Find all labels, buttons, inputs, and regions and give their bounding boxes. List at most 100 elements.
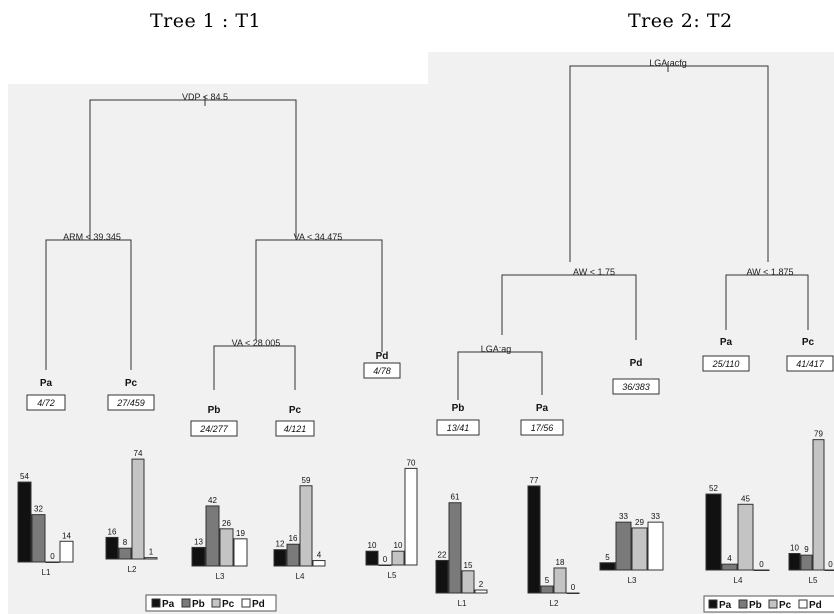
tree2-l3-bar-pc (631, 527, 648, 571)
tree1-left-branch (45, 239, 132, 370)
tree2-l2-label: L2 (550, 599, 559, 608)
tree1-l5-bar-pa (365, 550, 379, 566)
tree1-node1-box (26, 394, 66, 411)
tree1-l3-value-pb: 42 (208, 496, 217, 505)
tree2-l4-bar-pa (705, 493, 722, 571)
tree1-node1-count: 4/72 (37, 398, 55, 408)
tree1-node2-class: Pc (125, 378, 138, 389)
tree1-node3-count: 24/277 (199, 424, 229, 434)
tree1-l3-value-pa: 13 (194, 537, 203, 546)
tree2-node4-count: 25/110 (712, 359, 740, 369)
tree1-l2-value-pc: 74 (134, 449, 143, 458)
tree1-l1-value-pc: 0 (50, 552, 55, 561)
tree2-l1-value-pb: 61 (451, 493, 460, 502)
tree2 (457, 62, 809, 400)
tree1-legend-swatch-pc (211, 598, 221, 608)
tree2-legend-pa: Pa (719, 600, 732, 611)
tree2-l5-label: L5 (809, 576, 818, 585)
tree2-l3-bar-pb (615, 521, 632, 571)
tree2-right-split-label: AW < 1.875 (747, 267, 794, 277)
tree2-root-branch (569, 65, 769, 262)
tree2-leaf-l1: 22 61 15 2 L1 (435, 493, 488, 608)
tree2-legend-pb: Pb (749, 600, 762, 611)
tree2-l3-value-pb: 33 (619, 512, 628, 521)
tree2-l4-bar-pb (721, 563, 738, 571)
tree1-leaf-l5: 10 0 10 70 L5 (365, 458, 418, 580)
tree1-l1-value-pa: 54 (20, 472, 29, 481)
tree2-node4-box (702, 355, 750, 372)
tree2-l3-label: L3 (628, 576, 637, 585)
tree1-l5-value-pa: 10 (368, 541, 377, 550)
tree2-l4-bar-pc (737, 503, 754, 571)
tree1-l3-value-pc: 26 (222, 519, 231, 528)
tree1-l1-bar-pb (31, 514, 46, 563)
tree2-left-left-branch (457, 351, 543, 400)
tree1-leaf-l2: 16 8 74 1 L2 (105, 449, 158, 574)
tree2-l1-value-pd: 2 (479, 580, 484, 589)
tree2-leaf-charts: 22 61 15 2 L1 77 5 18 0 L2 5 33 29 33 L3 52 4 45 0 L4 10 9 79 0… (435, 430, 834, 608)
tree2-l2-value-pc: 18 (556, 558, 565, 567)
tree1-leaf-l1: 54 32 0 14 L1 (17, 472, 74, 577)
tree1-node2-count: 27/459 (116, 398, 145, 408)
tree2-legend-swatch-pc (768, 599, 778, 609)
tree2-l1-bar-pa (435, 559, 449, 594)
tree1-node3-class: Pb (208, 405, 221, 416)
tree2-l2-value-pd: 0 (571, 583, 576, 592)
tree2-l4-value-pa: 52 (709, 484, 718, 493)
tree2-l5-value-pc: 79 (814, 430, 823, 439)
tree2-l2-bar-pd (566, 592, 580, 594)
tree1-root-branch (89, 99, 297, 240)
tree2-right-branch (725, 274, 809, 330)
tree1-l3-bar-pb (205, 505, 220, 567)
tree1-leaf-charts: 5432014L1168741L213422619L31216594L41001… (17, 449, 418, 581)
tree2-node1-box (436, 419, 480, 436)
tree2-root-split-label: LGA:acfg (649, 58, 687, 68)
tree1-leaf-l4: 12 16 59 4 L4 (273, 476, 326, 581)
tree1-l4-value-pc: 59 (302, 476, 311, 485)
tree2-l3-value-pa: 5 (605, 553, 610, 562)
tree1-node3-box (190, 420, 238, 437)
tree1-legend-swatch-pa (151, 598, 161, 608)
tree1-l2-value-pd: 1 (149, 548, 154, 557)
tree1-l4-value-pb: 16 (289, 534, 298, 543)
tree2-l3-bar-pa (599, 562, 616, 571)
tree1-legend: Pa Pb Pc Pd (145, 594, 277, 612)
tree2-l4-label: L4 (734, 576, 743, 585)
tree2-node3-count: 36/383 (622, 382, 650, 392)
tree2-l1-bar-pd (474, 589, 488, 594)
tree1-right-left-branch (213, 345, 296, 390)
tree2-l5-bar-pc (812, 439, 825, 571)
tree2-leaf-l3: 5 33 29 33 L3 (599, 512, 664, 585)
tree1-l3-value-pd: 19 (236, 529, 245, 538)
tree1-left-split-label: ARM < 39.345 (63, 232, 121, 242)
tree2-l5-bar-pa (788, 553, 801, 571)
tree2-node3-class: Pd (630, 358, 643, 369)
tree2-node2-class: Pa (536, 403, 549, 414)
tree2-l4-value-pd: 0 (759, 560, 764, 569)
tree1-l4-label: L4 (296, 572, 305, 581)
tree2-leaf-l2: 77 5 18 0 L2 (527, 476, 580, 608)
tree1-l5-bar-pb (378, 564, 392, 566)
tree2-node3-box (612, 378, 660, 395)
tree2-l1-value-pa: 22 (438, 550, 447, 559)
tree1-legend-pa: Pa (162, 599, 175, 610)
tree1-node5-box (363, 362, 401, 379)
tree2-l4-bar-pd (753, 569, 770, 571)
tree1-l2-value-pa: 16 (108, 527, 117, 536)
tree2-legend-pc: Pc (779, 600, 792, 611)
tree1-l4-value-pa: 12 (276, 540, 285, 549)
tree1-node5-class: Pd (376, 351, 389, 362)
tree1-l4-bar-pa (273, 549, 287, 567)
tree2-legend: Pa Pb Pc Pd (703, 595, 834, 613)
tree2-legend-pd: Pd (809, 600, 822, 611)
tree2-l5-value-pb: 9 (804, 545, 809, 554)
tree2-l5-bar-pd (824, 569, 834, 571)
tree1-l2-value-pb: 8 (123, 538, 128, 547)
tree2-node5-count: 41/417 (796, 359, 825, 369)
tree1-legend-pd: Pd (252, 599, 265, 610)
tree2-left-split-label: AW < 1.75 (573, 267, 615, 277)
tree2-l1-value-pc: 15 (464, 561, 473, 570)
tree2-l5-value-pd: 0 (828, 560, 833, 569)
tree2-node1-count: 13/41 (447, 423, 470, 433)
